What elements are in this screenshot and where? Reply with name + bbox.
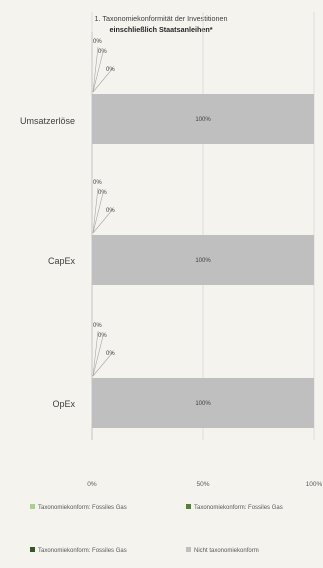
leader-line-0-0 (92, 46, 99, 93)
legend-swatch-2 (30, 547, 35, 552)
leader-line-1-1 (92, 192, 104, 234)
data-label-1-3: 100% (195, 258, 211, 264)
data-label-1-0: 0% (93, 180, 102, 186)
data-label-0-3: 100% (195, 117, 211, 123)
data-label-2-0: 0% (93, 323, 102, 329)
chart-title: 1. Taxonomiekonformität der Investitione… (95, 14, 228, 23)
x-tick-label-0: 0% (87, 481, 97, 488)
bar-0-3 (92, 94, 314, 144)
leader-line-1-2 (92, 208, 114, 234)
legend-swatch-3 (186, 547, 191, 552)
chart-subtitle: einschließlich Staatsanleihen* (109, 25, 212, 34)
leader-line-2-0 (92, 330, 99, 377)
legend-label-2: Taxonomiekonform: Fossiles Gas (38, 548, 127, 554)
x-tick-label-2: 100% (306, 481, 323, 488)
data-label-2-3: 100% (195, 401, 211, 407)
legend-swatch-1 (186, 504, 191, 509)
x-tick-label-1: 50% (196, 481, 209, 488)
leader-line-1-0 (92, 187, 99, 234)
bar-1-3 (92, 235, 314, 285)
data-label-0-0: 0% (93, 39, 102, 45)
category-label-0: Umsatzerlöse (20, 116, 75, 126)
data-label-0-2: 0% (106, 67, 115, 73)
data-label-2-2: 0% (106, 351, 115, 357)
legend-swatch-0 (30, 504, 35, 509)
category-label-2: OpEx (52, 399, 75, 409)
data-label-0-1: 0% (98, 49, 107, 55)
leader-line-2-2 (92, 351, 114, 377)
legend-label-0: Taxonomiekonform: Fossiles Gas (38, 505, 127, 511)
leader-line-0-2 (92, 67, 114, 93)
category-label-1: CapEx (48, 256, 76, 266)
data-label-1-1: 0% (98, 190, 107, 196)
data-label-2-1: 0% (98, 333, 107, 339)
leader-line-2-1 (92, 335, 104, 377)
leader-line-0-1 (92, 51, 104, 93)
data-label-1-2: 0% (106, 208, 115, 214)
legend-label-3: Nicht taxonomiekonform (194, 548, 259, 554)
bar-2-3 (92, 378, 314, 428)
legend-label-1: Taxonomiekonform: Fossiles Gas (194, 505, 283, 511)
